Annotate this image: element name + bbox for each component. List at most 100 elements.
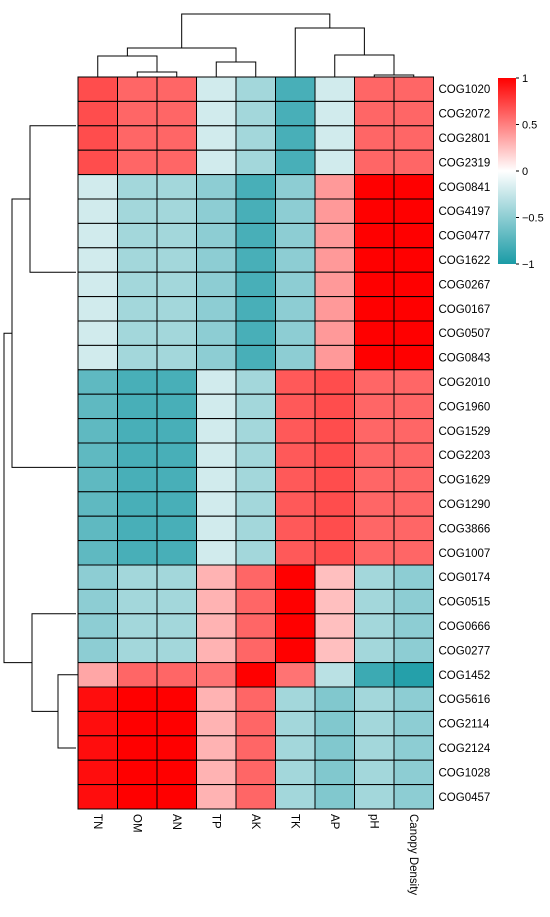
heatmap-cell	[156, 784, 197, 810]
row-label: COG1290	[439, 499, 491, 511]
heatmap-cell	[196, 369, 237, 395]
heatmap-cell	[117, 515, 158, 542]
heatmap-cell	[117, 149, 158, 176]
row-label: COG0174	[439, 572, 491, 584]
heatmap-cell	[196, 76, 237, 102]
heatmap-cell	[354, 637, 395, 664]
heatmap-cell	[235, 76, 276, 102]
heatmap-cell	[354, 271, 395, 298]
heatmap-cell	[314, 125, 355, 151]
row-label: COG1622	[439, 255, 491, 267]
dendrogram-branch	[3, 332, 32, 664]
heatmap-cell	[77, 222, 118, 249]
heatmap-cell	[196, 784, 237, 810]
dendrogram-branch	[31, 613, 76, 712]
heatmap-cell	[393, 296, 434, 322]
heatmap-cell	[314, 710, 355, 737]
heatmap-cell	[393, 442, 434, 468]
heatmap-cell	[77, 759, 118, 786]
heatmap-cell	[156, 540, 197, 566]
heatmap-cell	[196, 564, 237, 590]
heatmap-cell	[354, 393, 395, 420]
heatmap-cell	[235, 149, 276, 176]
heatmap-cell	[156, 735, 197, 761]
heatmap-cell	[77, 76, 118, 102]
heatmap-cell	[117, 76, 158, 102]
heatmap-cell	[314, 222, 355, 249]
heatmap-cell	[314, 735, 355, 761]
row-label: COG2801	[439, 133, 491, 145]
heatmap-cell	[275, 710, 316, 737]
heatmap-cell	[314, 784, 355, 810]
heatmap-cell	[196, 613, 237, 639]
heatmap-cell	[393, 174, 434, 200]
heatmap-cell	[156, 686, 197, 712]
heatmap-cell	[77, 418, 118, 444]
row-label: COG2319	[439, 157, 491, 169]
heatmap-cell	[314, 418, 355, 444]
heatmap-cell	[275, 418, 316, 444]
heatmap-cell	[393, 320, 434, 346]
heatmap-cell	[314, 369, 355, 395]
row-label: COG0666	[439, 621, 491, 633]
heatmap-cell	[196, 125, 237, 151]
heatmap-cell	[314, 174, 355, 200]
heatmap-cell	[77, 320, 118, 346]
heatmap-cell	[117, 686, 158, 712]
heatmap-cell	[117, 369, 158, 395]
heatmap-cell	[117, 588, 158, 615]
heatmap-cell	[354, 198, 395, 224]
color-scale-tick-label: 0	[522, 166, 528, 178]
column-dendrogram	[97, 13, 415, 77]
heatmap-cell	[235, 637, 276, 664]
heatmap-cell	[117, 320, 158, 346]
heatmap-cell	[314, 540, 355, 566]
heatmap-cell	[354, 662, 395, 688]
heatmap-cell	[275, 125, 316, 151]
heatmap-cell	[393, 222, 434, 249]
row-label: COG1007	[439, 548, 491, 560]
heatmap-cell	[275, 442, 316, 468]
heatmap-cell	[156, 100, 197, 127]
heatmap-cell	[196, 540, 237, 566]
heatmap-cell	[156, 198, 197, 224]
heatmap-cell	[235, 125, 276, 151]
row-label: COG4197	[439, 206, 491, 218]
dendrogram-branch	[11, 198, 76, 468]
heatmap-cell	[77, 686, 118, 712]
heatmap-cell	[235, 247, 276, 273]
heatmap-cell	[393, 271, 434, 298]
heatmap-cell	[393, 76, 434, 102]
heatmap-cell	[117, 784, 158, 810]
heatmap-cell	[275, 198, 316, 224]
heatmap-cell	[77, 442, 118, 468]
heatmap-cell	[354, 442, 395, 468]
heatmap-cell	[393, 686, 434, 712]
heatmap-cell	[314, 662, 355, 688]
heatmap-cell	[354, 320, 395, 346]
row-label: COG2114	[439, 719, 491, 731]
row-label: COG1629	[439, 475, 491, 487]
heatmap-cell	[354, 100, 395, 127]
heatmap-cell	[235, 271, 276, 298]
dendrogram-branch	[29, 125, 76, 273]
heatmap-cell	[196, 710, 237, 737]
heatmap-cell	[354, 613, 395, 639]
heatmap-cell	[354, 515, 395, 542]
heatmap-cell	[156, 662, 197, 688]
heatmap-cell	[275, 76, 316, 102]
heatmap-cell	[235, 588, 276, 615]
heatmap-cell	[393, 418, 434, 444]
heatmap-cell	[275, 588, 316, 615]
heatmap-cell	[196, 686, 237, 712]
heatmap-cell	[77, 174, 118, 200]
heatmap-cell	[156, 149, 197, 176]
heatmap-cell	[235, 320, 276, 346]
dendrogram-branch	[215, 61, 257, 77]
row-label: COG1028	[439, 767, 491, 779]
heatmap-cell	[77, 515, 118, 542]
heatmap-cell	[117, 466, 158, 493]
heatmap-cell	[393, 540, 434, 566]
heatmap-cell	[196, 418, 237, 444]
heatmap-cell	[196, 515, 237, 542]
